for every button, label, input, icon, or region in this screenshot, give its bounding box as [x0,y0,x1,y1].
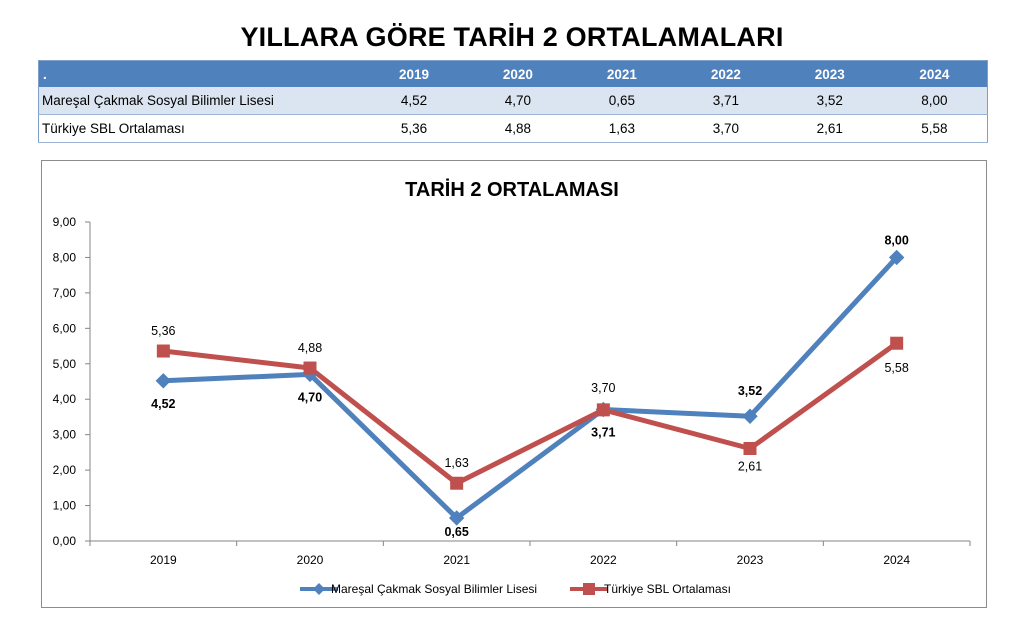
header-year: 2022 [673,60,778,87]
data-point-square [743,441,757,455]
data-point-square [596,403,610,417]
row-label: Türkiye SBL Ortalaması [38,114,362,143]
table-cell: 4,88 [465,114,570,143]
table-cell: 1,63 [569,114,674,143]
y-tick-label: 1,00 [53,499,77,513]
table-cell: 4,52 [362,87,466,115]
legend-marker-diamond [313,583,325,595]
row-label: Mareşal Çakmak Sosyal Bilimler Lisesi [38,87,362,115]
legend-label-2: Türkiye SBL Ortalaması [604,582,731,596]
data-point-square [303,361,317,375]
data-label: 3,70 [591,381,615,395]
x-tick-label: 2022 [590,553,617,567]
data-point-square [156,344,170,358]
y-tick-label: 9,00 [53,215,77,229]
y-tick-label: 3,00 [53,428,77,442]
table-cell: 5,58 [881,114,988,143]
header-year: 2021 [569,60,674,87]
data-point-diamond [448,510,465,526]
data-label: 5,36 [151,324,175,338]
data-point-diamond [742,408,758,424]
table-cell: 3,70 [673,114,778,143]
header-year: 2024 [881,60,988,87]
y-tick-label: 6,00 [53,321,77,335]
y-tick-label: 5,00 [53,357,77,371]
data-point-diamond [888,249,905,266]
series-line-1 [160,254,900,521]
table-cell: 2,61 [777,114,882,143]
averages-table: . 2019 2020 2021 2022 2023 2024 Mareşal … [38,60,988,143]
table-cell: 8,00 [881,87,988,115]
table-header-row: . 2019 2020 2021 2022 2023 2024 [38,60,988,87]
x-tick-label: 2020 [297,553,324,567]
x-tick-label: 2023 [737,553,764,567]
page-title: YILLARA GÖRE TARİH 2 ORTALAMALARI [240,22,784,52]
y-tick-label: 2,00 [53,463,77,477]
data-point-square [890,336,904,350]
chart-frame [41,160,987,608]
x-tick-label: 2021 [443,553,470,567]
header-year: 2023 [777,60,882,87]
data-label: 8,00 [884,233,908,247]
y-tick-label: 7,00 [53,286,77,300]
y-tick-label: 8,00 [53,250,77,264]
legend-marker-square [583,583,595,595]
table-row: Türkiye SBL Ortalaması 5,36 4,88 1,63 3,… [38,114,988,143]
data-point-diamond [155,373,172,389]
data-label: 5,58 [884,361,908,375]
header-year: 2020 [465,60,570,87]
data-label: 2,61 [738,459,762,473]
x-tick-label: 2019 [150,553,177,567]
data-label: 4,70 [298,390,322,404]
x-tick-label: 2024 [883,553,910,567]
table-cell: 0,65 [569,87,674,115]
legend-label-1: Mareşal Çakmak Sosyal Bilimler Lisesi [331,582,537,596]
y-tick-label: 0,00 [53,534,77,548]
data-label: 3,71 [591,426,615,440]
data-label: 3,52 [738,384,762,398]
series-line-2 [160,340,900,486]
table-row: Mareşal Çakmak Sosyal Bilimler Lisesi 4,… [38,87,988,115]
data-label: 1,63 [444,456,468,470]
y-tick-label: 4,00 [53,392,77,406]
table-cell: 4,70 [465,87,570,115]
data-label: 4,88 [298,341,322,355]
data-label: 4,52 [151,397,175,411]
table-cell: 3,52 [777,87,882,115]
table-corner-cell: . [38,60,362,87]
header-year: 2019 [362,60,466,87]
data-label: 0,65 [444,525,468,539]
table-cell: 3,71 [673,87,778,115]
data-point-square [450,476,464,490]
chart-title: TARİH 2 ORTALAMASI [405,178,619,201]
table-cell: 5,36 [362,114,466,143]
